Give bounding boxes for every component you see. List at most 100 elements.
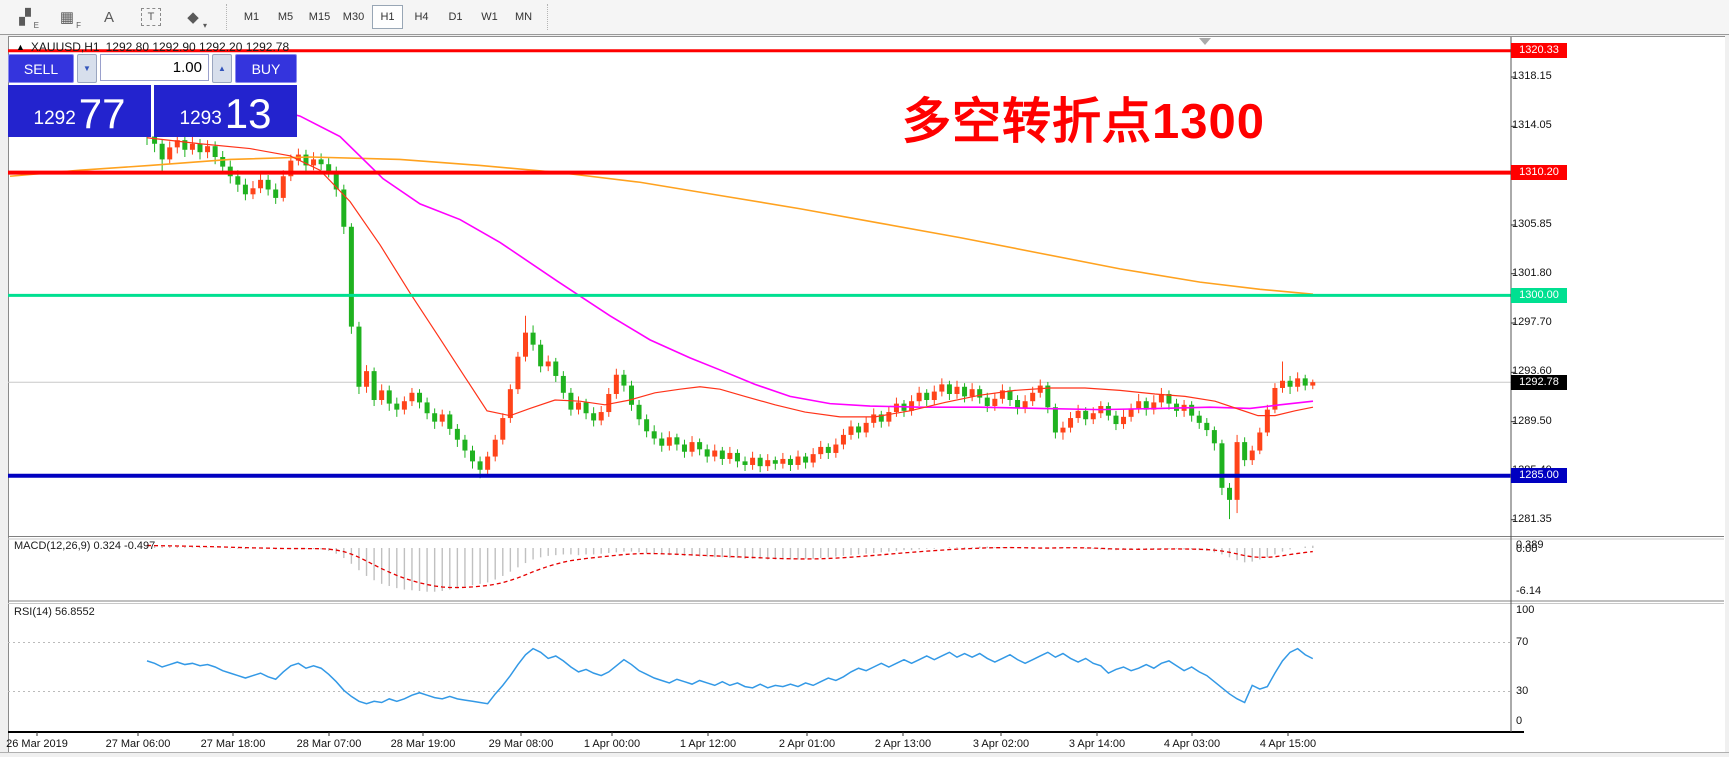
candle-body (379, 390, 385, 401)
collapse-triangle-icon[interactable]: ▲ (16, 42, 25, 52)
candle-body (591, 413, 597, 421)
candle-body (1128, 408, 1134, 417)
timeframe-bar: M1 M5 M15 M30 H1 H4 D1 W1 MN (236, 5, 539, 29)
candle-body (795, 456, 801, 465)
toolbar-separator (547, 4, 549, 30)
candle-body (235, 176, 241, 185)
candle-body (364, 371, 370, 387)
candle-body (273, 189, 279, 198)
candle-body (863, 422, 869, 433)
time-axis-label: 29 Mar 08:00 (488, 738, 554, 750)
buy-price-big: 13 (224, 90, 272, 137)
expert-advisors-icon[interactable]: ▞ E (19, 9, 39, 30)
grid-icon[interactable]: ▦ F (59, 9, 81, 30)
volume-input[interactable] (100, 54, 209, 81)
candle-body (258, 179, 264, 189)
candle-body (1211, 430, 1217, 444)
time-axis-label: 4 Apr 03:00 (1163, 738, 1221, 750)
candle-body (628, 385, 634, 405)
text-label-icon[interactable]: T (141, 8, 161, 26)
buy-price-box[interactable]: 1293 13 (154, 85, 297, 137)
timeframe-button-M1[interactable]: M1 (243, 11, 260, 23)
chart-title: ▲ XAUUSD,H1 1292.80 1292.90 1292.20 1292… (16, 40, 289, 54)
sell-button[interactable]: SELL (8, 54, 74, 83)
candle-body (265, 179, 271, 190)
candle-body (1136, 401, 1142, 409)
time-axis-label: 28 Mar 07:00 (296, 738, 362, 750)
candle-body (916, 392, 922, 402)
candle-body (515, 356, 521, 390)
candle-body (1015, 400, 1021, 409)
timeframe-button-M15[interactable]: M15 (308, 11, 331, 23)
candle-body (765, 460, 771, 467)
candle-body (810, 454, 816, 463)
timeframe-button-D1[interactable]: D1 (448, 11, 463, 23)
price-tick-label: 1289.50 (1512, 414, 1552, 427)
ma-slow-line (9, 156, 1314, 295)
candle-body (1242, 442, 1248, 461)
window-bottom-edge (0, 752, 1729, 757)
candle-body (712, 450, 718, 457)
ma-mid-line (267, 106, 1314, 411)
candle-body (500, 418, 506, 440)
price-tick-label: 1318.15 (1512, 70, 1552, 82)
candle-body (651, 431, 657, 439)
candle-body (931, 391, 937, 401)
candle-body (1060, 427, 1066, 433)
candle-body (1090, 413, 1096, 420)
candle-body (1219, 443, 1225, 488)
symbol-period-label: XAUUSD,H1 (30, 40, 100, 54)
macd-label: MACD(12,26,9) 0.324 -0.497 (14, 540, 156, 552)
price-tick-label: 1297.70 (1512, 316, 1552, 328)
timeframe-button-H1[interactable]: H1 (372, 5, 403, 29)
candle-body (401, 401, 407, 410)
candle-body (825, 446, 831, 453)
timeframe-button-M5[interactable]: M5 (277, 11, 294, 23)
cursor-icon[interactable]: A (103, 8, 114, 26)
candle-body (1151, 402, 1157, 410)
window-left-edge (0, 36, 8, 752)
timeframe-button-MN[interactable]: MN (514, 11, 533, 23)
toolbar-separator (226, 4, 228, 30)
volume-increase-button[interactable]: ▲ (212, 54, 232, 83)
timeframe-button-H4[interactable]: H4 (414, 11, 429, 23)
chart-shift-marker[interactable] (1199, 38, 1211, 45)
candle-body (1295, 378, 1301, 387)
candle-body (909, 401, 915, 411)
timeframe-button-M30[interactable]: M30 (342, 11, 365, 23)
macd-axis-label: -6.14 (1516, 585, 1542, 597)
candle-body (704, 449, 710, 457)
toolbar: ▞ E ▦ F A T ◆ ▾ M1 M5 M15 M30 H1 H4 D1 W1 MN (0, 0, 1729, 35)
candle-body (341, 189, 347, 227)
timeframe-button-W1[interactable]: W1 (481, 11, 498, 23)
toolbar-icons: ▞ E ▦ F A T ◆ ▾ (0, 5, 218, 30)
sell-price-box[interactable]: 1292 77 (8, 85, 151, 137)
candle-body (1272, 387, 1278, 410)
rsi-axis-label: 0 (1516, 715, 1523, 727)
candle-body (636, 404, 642, 420)
rsi-axis-label: 30 (1516, 685, 1529, 697)
volume-decrease-button[interactable]: ▼ (77, 54, 97, 83)
candle-body (417, 392, 423, 403)
rsi-line (146, 647, 1314, 705)
candle-body (1310, 382, 1316, 386)
candle-body (818, 446, 824, 455)
time-axis-label: 3 Apr 02:00 (972, 738, 1030, 750)
chart-window (8, 36, 1725, 754)
ma-fast-line (146, 137, 1314, 418)
candle-body (992, 398, 998, 407)
candle-body (893, 403, 899, 413)
candle-body (613, 374, 619, 394)
candle-body (1264, 409, 1270, 433)
macd-signal-line (146, 544, 1313, 589)
candle-body (1302, 378, 1308, 386)
objects-list-icon[interactable]: ◆ ▾ (187, 9, 207, 30)
candle-body (969, 389, 975, 397)
chart-canvas[interactable] (8, 36, 1724, 752)
candle-body (878, 414, 884, 422)
sell-price-big: 77 (78, 90, 126, 137)
candle-body (954, 386, 960, 394)
rsi-axis-label: 100 (1516, 604, 1535, 616)
candle-body (719, 450, 725, 459)
buy-button[interactable]: BUY (235, 54, 297, 83)
